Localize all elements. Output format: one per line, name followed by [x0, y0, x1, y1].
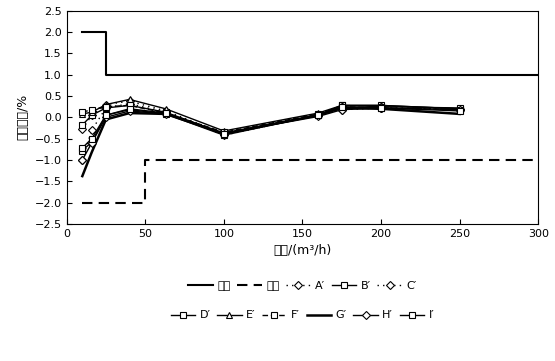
X-axis label: 流量/(m³/h): 流量/(m³/h)	[274, 244, 331, 257]
Y-axis label: 示值误差/%: 示值误差/%	[16, 94, 29, 140]
Legend: D′, E′, F′, G′, H′, I′: D′, E′, F′, G′, H′, I′	[166, 306, 439, 325]
